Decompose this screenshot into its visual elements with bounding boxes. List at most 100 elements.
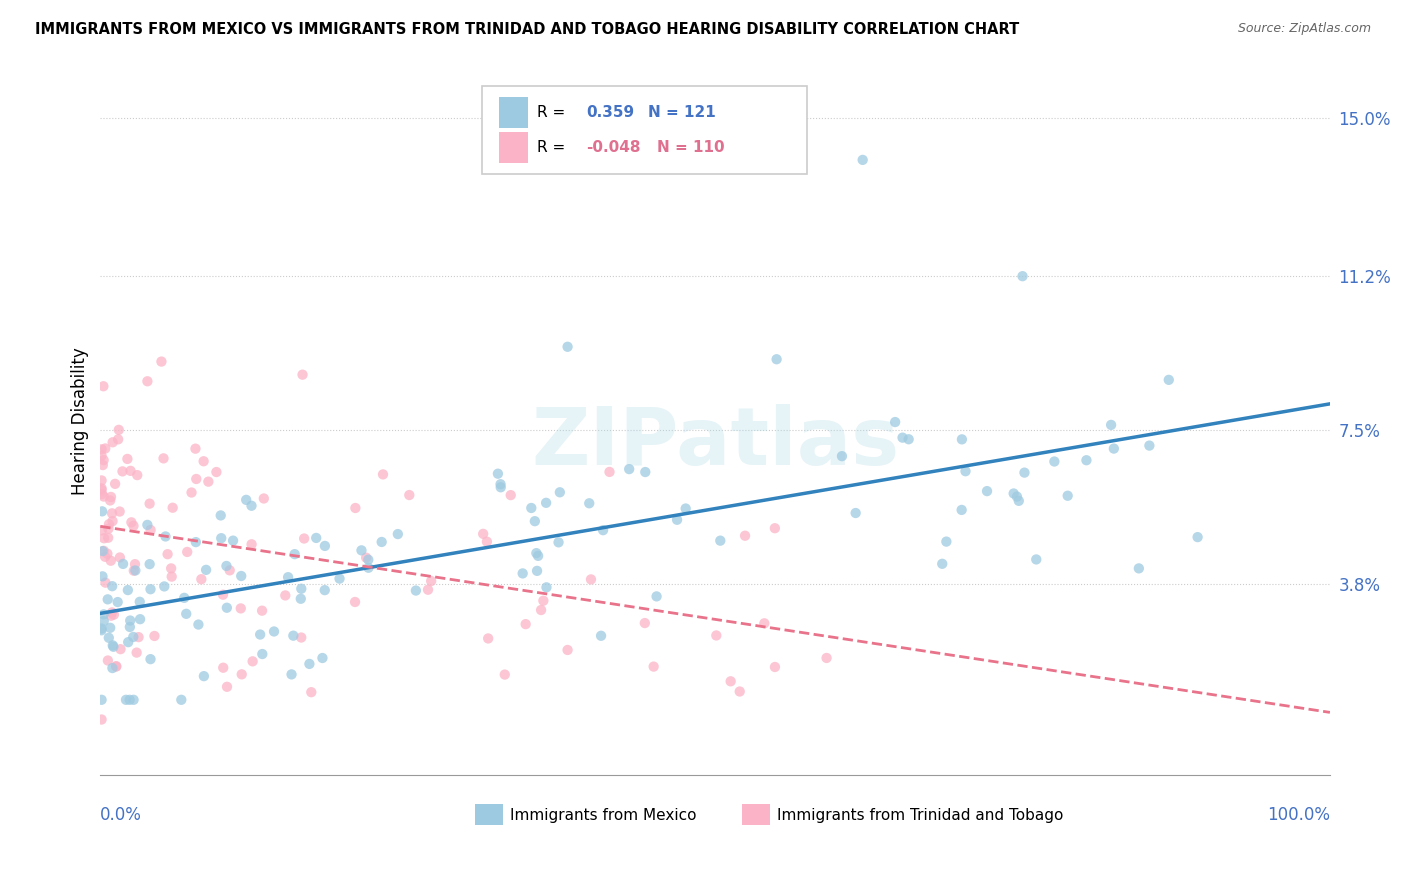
- Point: [398, 488, 420, 502]
- Point: [292, 532, 315, 546]
- Point: [299, 685, 322, 699]
- Point: [634, 616, 657, 631]
- Point: [240, 537, 263, 551]
- Point: [592, 523, 614, 537]
- Point: [118, 620, 141, 634]
- Point: [101, 579, 124, 593]
- Point: [354, 550, 377, 565]
- Point: [110, 642, 132, 657]
- Point: [111, 464, 134, 478]
- Point: [666, 513, 689, 527]
- Text: Immigrants from Trinidad and Tobago: Immigrants from Trinidad and Tobago: [778, 808, 1063, 823]
- Point: [357, 561, 380, 575]
- Point: [91, 544, 114, 558]
- Point: [93, 379, 115, 393]
- Text: Source: ZipAtlas.com: Source: ZipAtlas.com: [1237, 22, 1371, 36]
- Point: [143, 629, 166, 643]
- Point: [139, 523, 162, 537]
- Point: [180, 485, 202, 500]
- Point: [709, 533, 731, 548]
- Point: [1128, 561, 1150, 575]
- Point: [950, 503, 973, 517]
- Point: [209, 531, 232, 545]
- Point: [405, 583, 427, 598]
- Point: [527, 549, 550, 563]
- Point: [290, 582, 312, 596]
- Text: -0.048: -0.048: [586, 140, 641, 155]
- Point: [357, 552, 380, 566]
- Point: [91, 458, 114, 472]
- Point: [1014, 466, 1036, 480]
- Point: [314, 583, 336, 598]
- Point: [277, 570, 299, 584]
- Point: [93, 614, 115, 628]
- Point: [93, 490, 115, 504]
- Point: [344, 595, 367, 609]
- Point: [350, 543, 373, 558]
- Point: [222, 533, 245, 548]
- Point: [599, 465, 621, 479]
- Point: [387, 527, 409, 541]
- Point: [852, 153, 875, 167]
- Point: [252, 647, 274, 661]
- Point: [187, 617, 209, 632]
- Point: [218, 563, 240, 577]
- Point: [153, 579, 176, 593]
- Point: [524, 546, 547, 560]
- Point: [90, 713, 112, 727]
- Point: [530, 603, 553, 617]
- Point: [645, 590, 668, 604]
- Point: [93, 531, 115, 545]
- Point: [97, 522, 120, 536]
- Point: [155, 529, 177, 543]
- Point: [617, 462, 640, 476]
- Point: [489, 480, 512, 494]
- Point: [215, 558, 238, 573]
- Point: [976, 484, 998, 499]
- Point: [124, 557, 146, 571]
- Point: [229, 601, 252, 615]
- Point: [1137, 439, 1160, 453]
- Text: IMMIGRANTS FROM MEXICO VS IMMIGRANTS FROM TRINIDAD AND TOBAGO HEARING DISABILITY: IMMIGRANTS FROM MEXICO VS IMMIGRANTS FRO…: [35, 22, 1019, 37]
- Text: 0.359: 0.359: [586, 104, 634, 120]
- Point: [108, 504, 131, 518]
- Point: [955, 464, 977, 478]
- Text: R =: R =: [537, 104, 569, 120]
- Point: [704, 628, 727, 642]
- Point: [280, 667, 302, 681]
- Point: [935, 534, 957, 549]
- Point: [91, 504, 114, 518]
- Point: [90, 483, 112, 497]
- Point: [160, 561, 183, 575]
- Point: [162, 500, 184, 515]
- Point: [370, 535, 392, 549]
- Point: [1056, 489, 1078, 503]
- Point: [931, 557, 953, 571]
- Point: [120, 516, 142, 530]
- Point: [186, 472, 208, 486]
- Point: [98, 493, 121, 508]
- Point: [1187, 530, 1209, 544]
- Point: [122, 630, 145, 644]
- Point: [190, 572, 212, 586]
- Point: [104, 476, 127, 491]
- Point: [215, 600, 238, 615]
- Point: [91, 569, 114, 583]
- Point: [93, 544, 115, 558]
- Point: [101, 638, 124, 652]
- Point: [105, 659, 128, 673]
- Point: [138, 557, 160, 571]
- Point: [101, 435, 124, 450]
- Point: [763, 521, 786, 535]
- Point: [195, 563, 218, 577]
- Point: [531, 593, 554, 607]
- FancyBboxPatch shape: [499, 96, 529, 128]
- Point: [1005, 490, 1028, 504]
- Point: [249, 627, 271, 641]
- Point: [1025, 552, 1047, 566]
- Point: [97, 592, 120, 607]
- Point: [97, 631, 120, 645]
- Point: [831, 449, 853, 463]
- Point: [209, 508, 232, 523]
- Point: [634, 465, 657, 479]
